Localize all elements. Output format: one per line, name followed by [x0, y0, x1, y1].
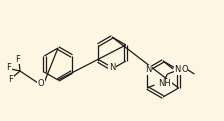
Text: NH: NH [158, 79, 171, 88]
Text: N: N [109, 64, 115, 72]
Text: N: N [145, 65, 152, 75]
Text: F: F [9, 75, 13, 83]
Text: O: O [181, 64, 188, 73]
Text: F: F [6, 64, 11, 72]
Text: N: N [174, 65, 181, 75]
Text: O: O [38, 79, 44, 88]
Text: F: F [15, 54, 20, 64]
